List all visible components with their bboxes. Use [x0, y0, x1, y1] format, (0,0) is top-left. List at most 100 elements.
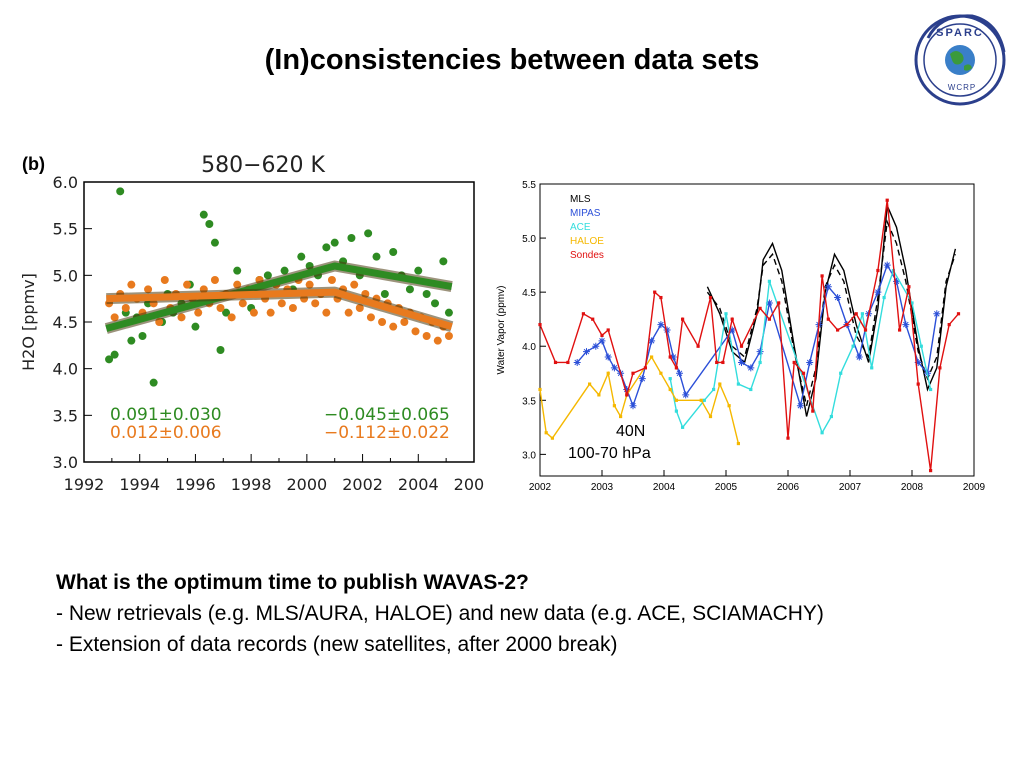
data-point-ace — [820, 431, 824, 435]
data-point-green — [191, 322, 200, 331]
data-point-sondes — [898, 328, 902, 332]
data-point-orange — [160, 276, 169, 284]
chart-water-vapor-40n: 2002 2003 2004 2005 2006 2007 2008 2009 3.0 3.5 4.… — [496, 180, 986, 492]
y-tick-label: 3.0 — [522, 450, 536, 461]
data-point-green — [263, 271, 272, 280]
legend-entry: MLS — [570, 194, 591, 205]
data-point-mipas — [796, 402, 804, 410]
legend-entry: Sondes — [570, 250, 604, 261]
data-point-mipas — [728, 326, 736, 334]
data-point-sondes — [681, 317, 685, 321]
legend-entry: ACE — [570, 222, 591, 233]
data-point-haloe — [606, 371, 610, 375]
series-line-mipas — [576, 263, 938, 408]
data-point-ace — [758, 360, 762, 365]
data-point-orange — [216, 304, 225, 312]
data-point-mipas — [604, 353, 612, 361]
data-point-orange — [322, 308, 331, 317]
data-point-mipas — [598, 337, 606, 345]
data-point-green — [422, 290, 431, 298]
data-point-green — [322, 243, 331, 252]
x-tick-label: 1998 — [231, 475, 272, 494]
data-point-sondes — [826, 317, 830, 321]
data-point-sondes — [708, 295, 713, 300]
data-point-green — [364, 229, 373, 238]
data-point-mipas — [747, 364, 755, 372]
data-point-mipas — [682, 391, 690, 399]
data-point-green — [414, 266, 423, 275]
data-point-orange — [411, 327, 420, 336]
data-point-orange — [389, 322, 398, 331]
data-point-orange — [127, 280, 136, 289]
x-tick-label: 2008 — [901, 482, 924, 492]
data-point-green — [127, 336, 136, 345]
data-point-orange — [378, 318, 387, 326]
y-tick-label: 5.5 — [522, 180, 536, 191]
data-point-sondes — [929, 468, 933, 473]
data-point-ace — [860, 312, 864, 316]
x-tick-label: 2006 — [454, 475, 484, 494]
data-point-mipas — [902, 321, 910, 329]
data-point-green — [199, 210, 208, 219]
data-point-green — [389, 248, 398, 256]
question-text: What is the optimum time to publish WAVA… — [56, 571, 529, 594]
data-point-mipas — [756, 348, 764, 356]
data-point-haloe — [699, 398, 703, 402]
data-point-ace — [910, 301, 914, 305]
data-point-sondes — [801, 371, 806, 375]
data-point-haloe — [708, 414, 713, 419]
y-axis-label: Water Vapor (ppmv) — [496, 286, 507, 375]
data-point-green — [297, 252, 306, 261]
data-point-orange — [305, 280, 314, 289]
data-point-mipas — [583, 348, 590, 356]
legend-entry: MIPAS — [570, 208, 601, 219]
x-tick-label: 2003 — [591, 482, 614, 492]
data-point-sondes — [600, 333, 604, 338]
data-point-mipas — [874, 288, 882, 296]
data-point-mipas — [824, 283, 832, 291]
data-point-sondes — [916, 382, 920, 386]
data-point-sondes — [885, 198, 889, 202]
data-point-sondes — [854, 312, 858, 316]
x-tick-label: 2009 — [963, 482, 986, 492]
data-point-sondes — [631, 371, 635, 375]
data-point-green — [210, 238, 219, 247]
data-point-sondes — [876, 268, 880, 273]
x-tick-label: 2000 — [286, 475, 327, 494]
data-point-green — [116, 187, 125, 196]
data-point-haloe — [597, 393, 601, 397]
slide-text: What is the optimum time to publish WAVA… — [56, 567, 1006, 660]
data-point-sondes — [643, 366, 647, 370]
data-point-orange — [350, 280, 359, 289]
x-tick-label: 1992 — [64, 475, 105, 494]
data-point-haloe — [718, 382, 722, 386]
data-point-haloe — [550, 436, 554, 440]
y-tick-label: 4.5 — [53, 313, 78, 332]
chart-trend-580-620k: (b) 580−620 K 1992 1994 1996 1998 2000 2002 2004… — [19, 153, 484, 494]
data-point-orange — [400, 318, 409, 326]
bullet-2: - Extension of data records (new satelli… — [56, 633, 618, 656]
data-point-ace — [870, 366, 874, 370]
y-tick-label: 6.0 — [53, 173, 78, 192]
data-point-ace — [681, 425, 685, 429]
data-point-orange — [177, 313, 186, 322]
data-point-ace — [702, 398, 706, 402]
data-point-ace — [851, 344, 855, 348]
data-point-orange — [238, 299, 247, 308]
data-point-sondes — [947, 322, 951, 327]
data-point-mipas — [663, 326, 671, 334]
plot-frame — [539, 183, 975, 477]
data-point-ace — [724, 312, 728, 316]
data-point-mipas — [610, 364, 618, 372]
x-tick-label: 2005 — [715, 482, 738, 492]
data-point-sondes — [566, 360, 570, 365]
data-point-mipas — [657, 321, 665, 329]
data-point-sondes — [845, 322, 849, 327]
data-point-orange — [249, 308, 258, 317]
data-point-sondes — [721, 360, 725, 365]
data-point-sondes — [938, 366, 942, 370]
logo-bottom-text: WCRP — [948, 83, 976, 92]
data-point-green — [380, 290, 389, 298]
data-point-green — [105, 355, 114, 364]
x-tick-label: 2004 — [653, 482, 676, 492]
